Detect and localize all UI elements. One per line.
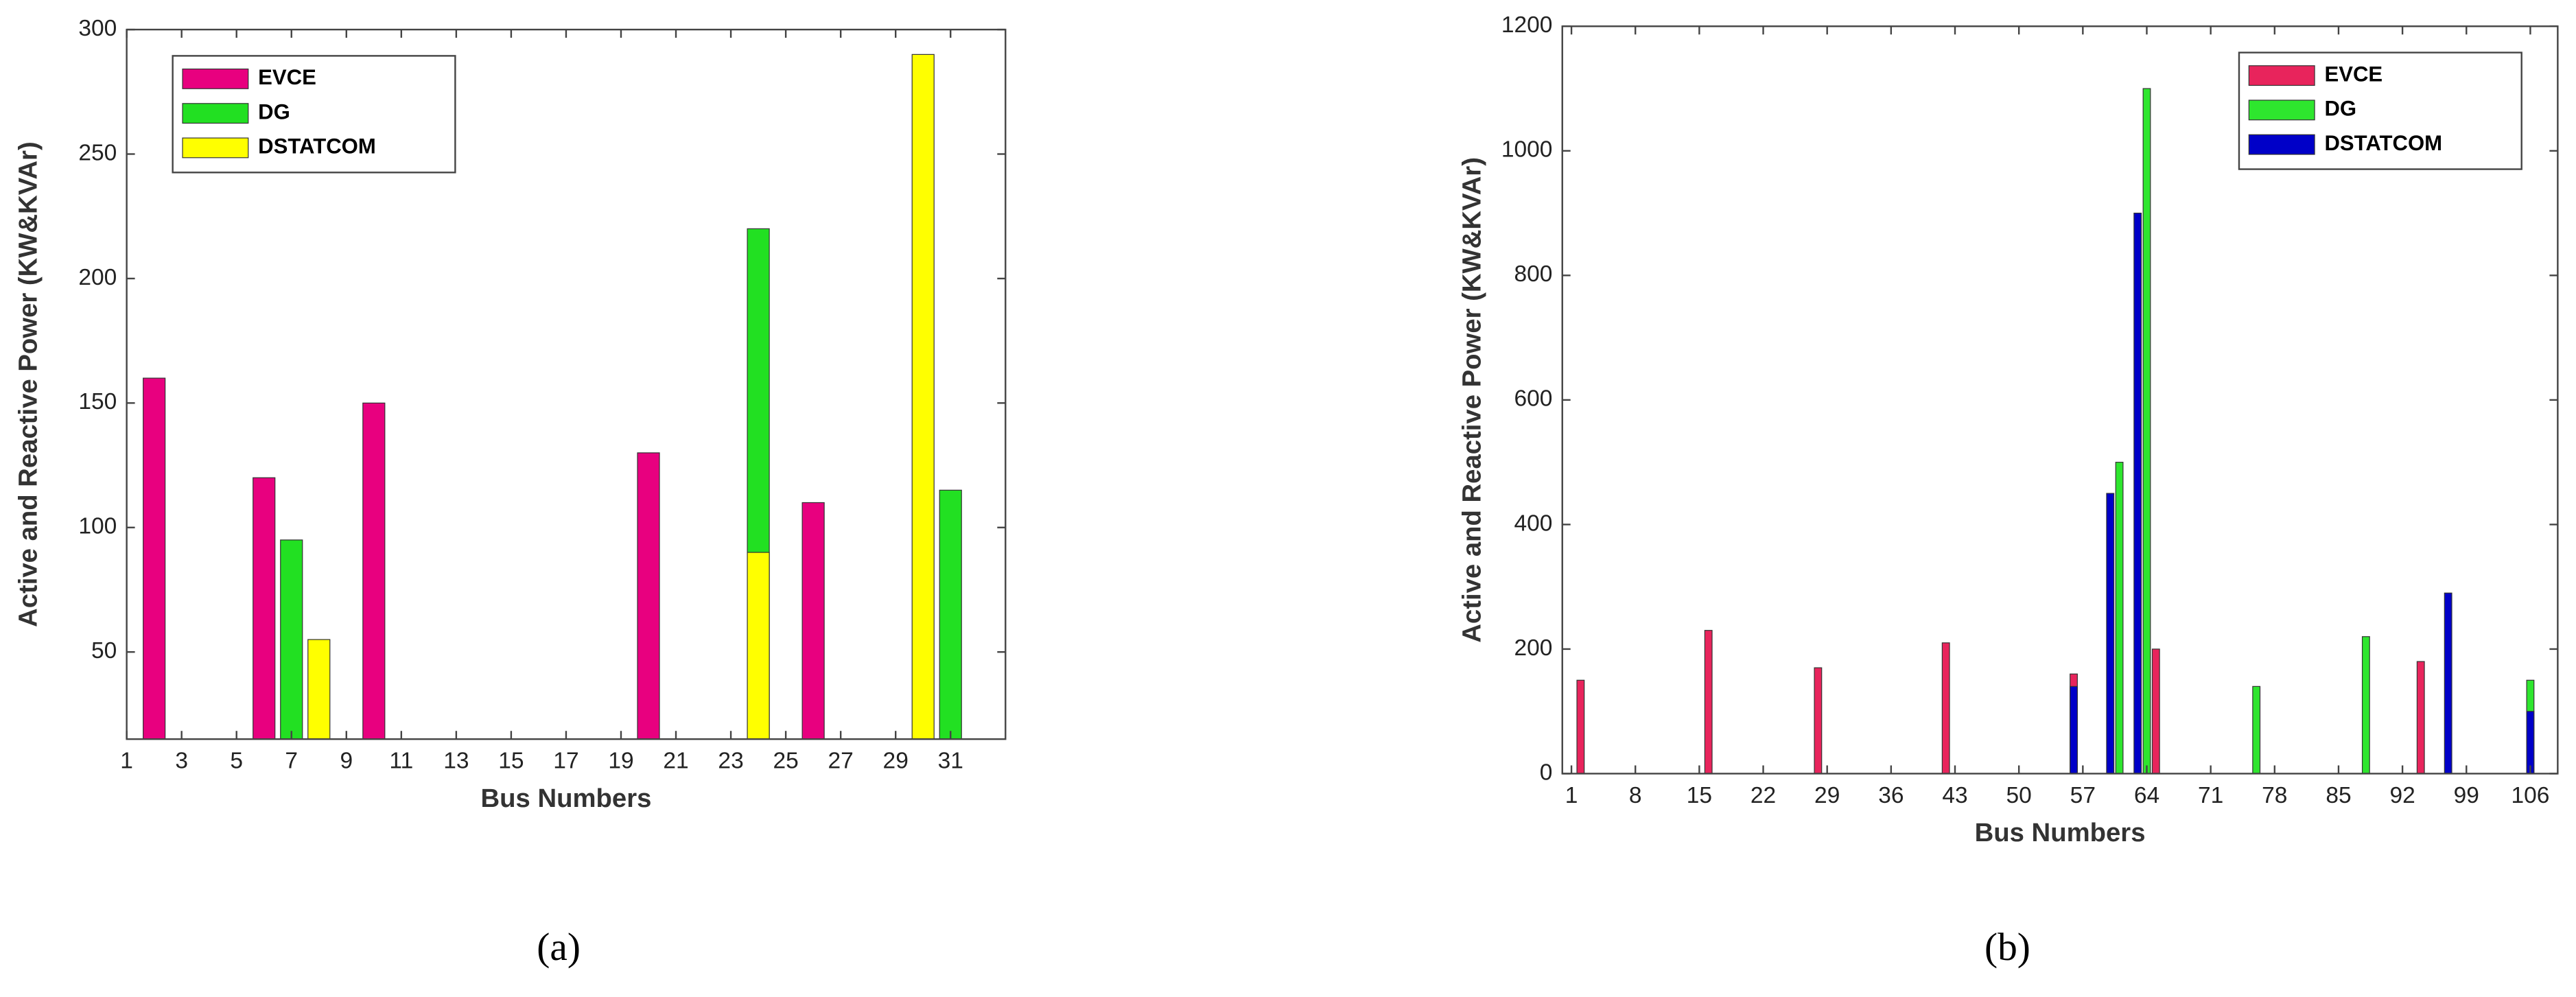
x-tick-label: 71 [2198,783,2223,808]
bar [2444,592,2452,775]
bar [911,54,935,740]
x-tick-label: 21 [663,749,688,774]
legend-swatch [2248,134,2315,155]
bar [307,639,331,740]
x-tick-label: 92 [2389,783,2415,808]
legend-swatch [182,103,249,124]
caption: (b) [1984,926,2030,969]
x-tick-label: 57 [2070,783,2096,808]
x-tick-label: 99 [2454,783,2479,808]
y-axis-title: Active and Reactive Power (KW&KVAr) [14,141,43,627]
bar [1941,642,1950,775]
y-tick-label: 800 [1514,261,1552,287]
y-tick-label: 400 [1514,511,1552,536]
x-tick-label: 13 [443,749,469,774]
x-tick-label: 36 [1878,783,1904,808]
x-tick-label: 78 [2262,783,2287,808]
bar [2151,648,2160,775]
caption: (a) [537,926,581,969]
legend-label: DSTATCOM [258,134,376,159]
legend-label: EVCE [2324,62,2382,86]
x-tick-label: 29 [883,749,909,774]
bar [2416,661,2425,775]
y-tick-label: 50 [91,638,117,664]
legend-swatch [182,68,249,89]
bar [2070,685,2078,775]
legend-label: DSTATCOM [2324,131,2442,155]
legend-label: DG [258,99,290,124]
bar [637,452,660,740]
x-tick-label: 29 [1814,783,1840,808]
bar [801,502,825,740]
bar [2142,88,2151,775]
x-tick-label: 27 [828,749,854,774]
y-tick-label: 600 [1514,386,1552,412]
x-tick-label: 17 [553,749,578,774]
x-tick-label: 106 [2511,783,2549,808]
bar [2133,212,2142,775]
bar [2106,493,2115,775]
bar [280,539,303,740]
x-tick-label: 85 [2326,783,2351,808]
bar [1704,630,1713,775]
bar [253,477,276,740]
x-tick-label: 15 [1687,783,1712,808]
x-tick-label: 7 [285,749,298,774]
x-tick-label: 1 [120,749,133,774]
y-tick-label: 150 [78,389,117,414]
x-tick-label: 8 [1629,783,1642,808]
bar [362,402,386,740]
y-tick-label: 1000 [1501,137,1553,163]
x-tick-label: 15 [498,749,524,774]
x-tick-label: 11 [389,749,413,774]
x-tick-label: 22 [1750,783,1776,808]
x-tick-label: 25 [773,749,798,774]
x-tick-label: 64 [2134,783,2159,808]
x-tick-label: 23 [718,749,743,774]
x-tick-label: 19 [608,749,633,774]
x-tick-label: 9 [340,749,353,774]
x-axis-title: Bus Numbers [481,784,652,813]
bar [1814,667,1823,775]
bar [747,552,770,740]
bar [2526,711,2535,775]
x-tick-label: 31 [938,749,963,774]
legend-swatch [182,137,249,159]
bar [2252,685,2261,775]
y-tick-label: 250 [78,140,117,165]
legend-label: EVCE [258,65,316,89]
x-axis-title: Bus Numbers [1975,818,2146,847]
bar [2115,462,2124,775]
x-tick-label: 3 [175,749,188,774]
bar [143,377,166,740]
bar [2361,636,2370,775]
y-axis-title: Active and Reactive Power (KW&KVAr) [1457,157,1487,643]
x-tick-label: 43 [1942,783,1967,808]
x-tick-label: 50 [2006,783,2032,808]
y-tick-label: 200 [78,265,117,290]
legend-label: DG [2324,97,2356,121]
legend-swatch [2248,65,2315,86]
y-tick-label: 1200 [1501,12,1553,38]
y-tick-label: 0 [1540,760,1553,785]
y-tick-label: 300 [78,16,117,41]
x-tick-label: 5 [230,749,243,774]
x-tick-label: 1 [1565,783,1578,808]
y-tick-label: 200 [1514,635,1552,661]
bar [939,489,962,740]
y-tick-label: 100 [78,514,117,539]
legend-swatch [2248,99,2315,121]
bar [1576,679,1585,775]
